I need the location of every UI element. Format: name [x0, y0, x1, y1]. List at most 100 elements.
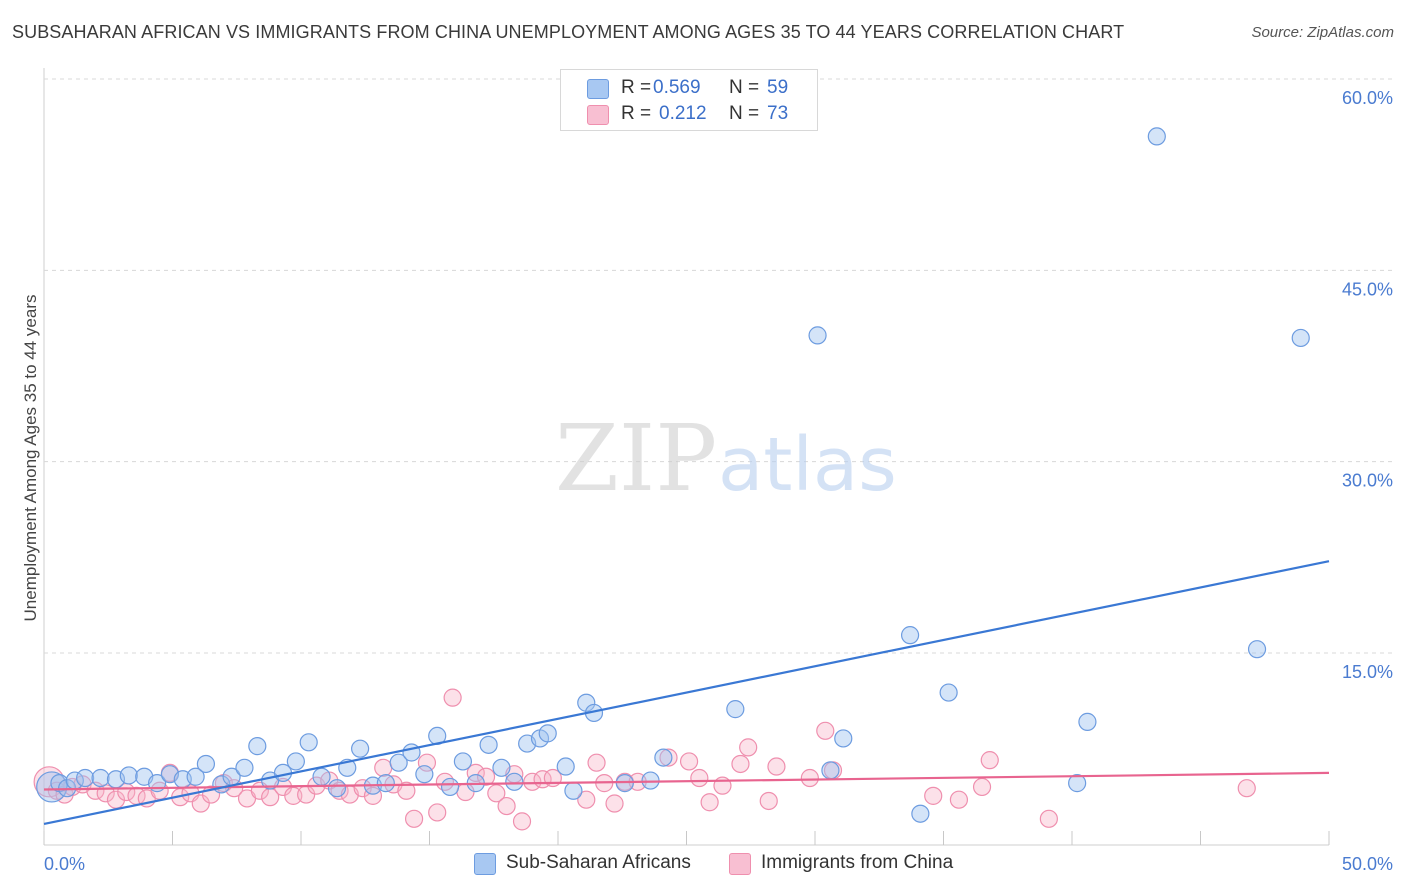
legend-r-label: R = [621, 77, 652, 98]
data-point [248, 737, 267, 756]
data-point [389, 753, 408, 772]
legend-n-label: N = [729, 77, 760, 98]
data-point [605, 794, 624, 813]
legend-n-value: 73 [767, 103, 789, 124]
data-point [1247, 640, 1267, 659]
data-point [91, 768, 110, 788]
data-point [512, 812, 532, 831]
chart-title: SUBSAHARAN AFRICAN VS IMMIGRANTS FROM CH… [12, 22, 1125, 42]
data-point [821, 761, 840, 780]
data-point [731, 754, 750, 774]
data-point [654, 748, 673, 767]
data-point [479, 735, 498, 754]
data-point [443, 688, 462, 707]
data-point [538, 724, 557, 743]
data-point [1237, 779, 1256, 798]
correlation-legend: R = 0.569 N = 59 R = 0.212 N = 73 [560, 69, 818, 131]
data-point [235, 758, 254, 777]
data-point [286, 752, 305, 771]
series-sub-saharan-africans [36, 127, 1310, 823]
data-point [1078, 712, 1097, 731]
data-point [351, 739, 370, 758]
legend-swatch-pink [729, 853, 751, 875]
watermark-zip: ZIP [555, 405, 717, 512]
trend-line-sub-saharan [43, 560, 1330, 826]
series-immigrants-from-china [33, 688, 1256, 831]
data-point [939, 683, 958, 702]
data-point [497, 796, 516, 816]
data-point [487, 784, 506, 803]
data-point [505, 772, 524, 791]
data-point [417, 753, 437, 772]
data-point [690, 768, 709, 788]
data-point [800, 768, 819, 788]
data-point [556, 757, 575, 776]
data-point [659, 748, 678, 767]
data-point [577, 790, 596, 809]
legend-swatch-blue [474, 853, 496, 875]
data-point [415, 765, 434, 784]
data-point [700, 793, 719, 812]
data-point [327, 779, 347, 798]
data-point [376, 774, 395, 793]
data-point [196, 754, 216, 774]
data-point [428, 803, 447, 822]
y-axis-title: Unemployment Among Ages 35 to 44 years [21, 295, 40, 622]
x-tick-label: 0.0% [44, 854, 85, 874]
legend-label: Sub-Saharan Africans [506, 852, 691, 873]
data-point [453, 752, 473, 771]
data-point [476, 767, 496, 786]
y-axis-ticks: 15.0% 30.0% 45.0% 60.0% [1342, 88, 1393, 682]
series-legend: Sub-Saharan Africans Immigrants from Chi… [0, 851, 1406, 877]
trend-lines [43, 560, 1330, 826]
data-point [911, 804, 930, 823]
data-point [492, 758, 511, 777]
data-point [564, 781, 583, 800]
data-point [186, 767, 205, 786]
data-point [587, 753, 606, 772]
y-tick-label: 15.0% [1342, 662, 1393, 682]
data-point [739, 738, 758, 757]
y-tick-label: 60.0% [1342, 88, 1393, 108]
data-point [299, 733, 318, 752]
data-point [924, 786, 943, 805]
x-tick-label: 50.0% [1342, 854, 1393, 874]
legend-n-label: N = [729, 103, 760, 124]
data-point [1291, 328, 1310, 348]
legend-r-value: 0.212 [659, 103, 707, 124]
data-point [1039, 809, 1058, 828]
data-point [679, 752, 699, 771]
data-point [834, 729, 853, 748]
data-point [577, 693, 596, 712]
legend-r-label: R = [621, 103, 652, 124]
data-point [759, 791, 778, 811]
data-point [466, 763, 485, 783]
data-point [404, 809, 424, 828]
data-point [191, 794, 210, 813]
data-point [374, 758, 393, 777]
data-point [972, 777, 992, 797]
data-point [726, 700, 745, 719]
data-point [363, 786, 383, 805]
x-axis-ticks: 0.0% 50.0% [44, 854, 1393, 874]
trend-line-china [43, 771, 1330, 791]
data-point [816, 721, 835, 740]
data-point [980, 751, 999, 770]
data-point [76, 768, 95, 788]
legend-n-value: 59 [767, 77, 789, 98]
y-tick-label: 45.0% [1342, 279, 1393, 299]
data-point [767, 757, 786, 776]
legend-swatch-blue [587, 79, 609, 99]
data-point [119, 766, 138, 785]
data-point [1147, 127, 1166, 146]
watermark: ZIP atlas [555, 405, 897, 512]
data-point [435, 772, 455, 791]
watermark-atlas: atlas [718, 422, 897, 508]
y-tick-label: 30.0% [1342, 471, 1393, 491]
data-point [1068, 774, 1087, 793]
data-point [312, 767, 331, 786]
data-point [900, 626, 920, 645]
data-point [397, 781, 416, 800]
legend-swatch-pink [587, 105, 609, 125]
